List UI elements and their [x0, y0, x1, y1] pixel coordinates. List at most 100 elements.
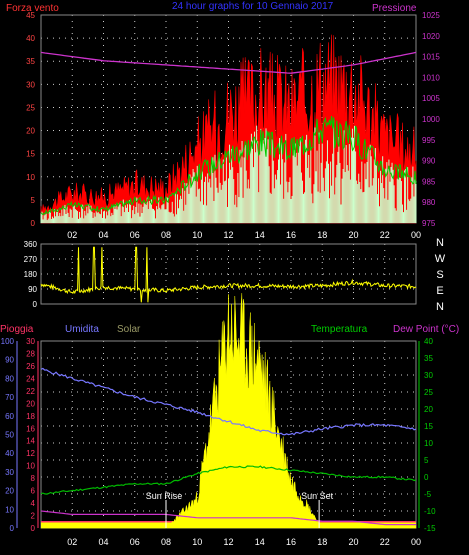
x-tick-label: 22 — [380, 537, 390, 547]
humidity-tick-label: 80 — [5, 374, 14, 383]
x-tick-label: 16 — [286, 230, 296, 240]
rain-tick-label: 16 — [26, 424, 35, 433]
rain-tick-label: 4 — [31, 499, 36, 508]
wind-tick-label: 45 — [26, 11, 35, 20]
x-tick-label: 20 — [348, 230, 358, 240]
pressure-tick-label: 1000 — [422, 115, 440, 124]
rain-tick-label: 22 — [26, 387, 35, 396]
rain-tick-label: 28 — [26, 349, 35, 358]
pressure-tick-label: 975 — [422, 219, 436, 228]
direction-compass-label: N — [436, 237, 444, 249]
x-tick-label: 04 — [98, 230, 108, 240]
temperature-tick-label: 15 — [424, 422, 433, 431]
humidity-tick-label: 40 — [5, 449, 14, 458]
pressure-tick-label: 1015 — [422, 53, 440, 62]
rain-tick-label: 0 — [31, 524, 36, 533]
temperature-tick-label: 20 — [424, 405, 433, 414]
x-tick-label: 14 — [255, 537, 265, 547]
x-tick-label: 04 — [98, 537, 108, 547]
rain-tick-label: 8 — [31, 474, 36, 483]
temperature-tick-label: 5 — [424, 456, 429, 465]
x-tick-label: 12 — [223, 230, 233, 240]
direction-compass-label: N — [436, 301, 444, 313]
x-tick-label: 14 — [255, 230, 265, 240]
x-tick-label: 10 — [192, 230, 202, 240]
sunset-label: Sun Set — [301, 491, 334, 501]
rain-tick-label: 24 — [26, 374, 35, 383]
humidity-axis-title: Umidita — [65, 324, 99, 335]
series-pressure — [40, 51, 417, 74]
wind-tick-label: 15 — [26, 150, 35, 159]
rain-tick-label: 10 — [26, 462, 35, 471]
direction-tick-label: 180 — [24, 270, 38, 279]
wind-tick-label: 40 — [26, 34, 35, 43]
x-tick-label: 10 — [192, 537, 202, 547]
series-dewpoint — [40, 510, 416, 526]
x-tick-label: 18 — [317, 230, 327, 240]
wind-tick-label: 35 — [26, 57, 35, 66]
temperature-tick-label: 30 — [424, 371, 433, 380]
rain-tick-label: 12 — [26, 449, 35, 458]
direction-tick-label: 0 — [33, 300, 38, 309]
temperature-tick-label: -5 — [424, 490, 432, 499]
temperature-axis-title: Temperatura — [311, 324, 368, 335]
temperature-tick-label: 10 — [424, 439, 433, 448]
humidity-tick-label: 0 — [10, 524, 15, 533]
series-solar — [41, 293, 416, 529]
rain-tick-label: 2 — [31, 512, 36, 521]
rain-tick-label: 18 — [26, 412, 35, 421]
rain-axis-title: Pioggia — [0, 324, 34, 335]
wind-tick-label: 10 — [26, 173, 35, 182]
pressure-tick-label: 1005 — [422, 94, 440, 103]
temperature-tick-label: 35 — [424, 354, 433, 363]
series-direction — [40, 246, 417, 303]
direction-tick-label: 90 — [28, 285, 37, 294]
direction-compass-label: S — [436, 269, 443, 281]
rain-tick-label: 14 — [26, 437, 35, 446]
humidity-tick-label: 30 — [5, 468, 14, 477]
temperature-tick-label: 25 — [424, 388, 433, 397]
humidity-tick-label: 10 — [5, 505, 14, 514]
pressure-tick-label: 995 — [422, 136, 436, 145]
x-tick-label: 18 — [317, 537, 327, 547]
series-humidity — [40, 367, 417, 436]
humidity-tick-label: 60 — [5, 412, 14, 421]
sunrise-label: Sun Rise — [146, 491, 183, 501]
x-tick-label: 12 — [223, 537, 233, 547]
humidity-tick-label: 90 — [5, 356, 14, 365]
temperature-tick-label: -15 — [424, 524, 436, 533]
pressure-tick-label: 1025 — [422, 11, 440, 20]
humidity-tick-label: 20 — [5, 487, 14, 496]
x-tick-label: 02 — [67, 230, 77, 240]
pressure-tick-label: 985 — [422, 177, 436, 186]
temperature-tick-label: 40 — [424, 337, 433, 346]
pressure-axis-title: Pressione — [372, 3, 417, 14]
pressure-tick-label: 990 — [422, 157, 436, 166]
x-tick-label: 00 — [411, 537, 421, 547]
wind-tick-label: 5 — [31, 196, 36, 205]
wind-axis-title: Forza vento — [6, 3, 59, 14]
rain-tick-label: 6 — [31, 487, 36, 496]
temperature-tick-label: -10 — [424, 507, 436, 516]
x-tick-label: 08 — [161, 537, 171, 547]
pressure-tick-label: 980 — [422, 198, 436, 207]
wind-tick-label: 0 — [31, 219, 36, 228]
temperature-tick-label: 0 — [424, 473, 429, 482]
x-tick-label: 08 — [161, 230, 171, 240]
x-tick-label: 16 — [286, 537, 296, 547]
humidity-temperature-panel: 0102030405060708090100024681012141618202… — [1, 293, 436, 547]
wind-tick-label: 20 — [26, 127, 35, 136]
chart-title: 24 hour graphs for 10 Gennaio 2017 — [172, 1, 334, 12]
series-avg — [40, 115, 417, 216]
humidity-tick-label: 50 — [5, 431, 14, 440]
dewpoint-axis-title: Dew Point (°C) — [393, 324, 459, 335]
rain-tick-label: 26 — [26, 362, 35, 371]
direction-compass-label: E — [436, 285, 443, 297]
pressure-tick-label: 1020 — [422, 32, 440, 41]
x-tick-label: 02 — [67, 537, 77, 547]
x-tick-label: 20 — [348, 537, 358, 547]
pressure-tick-label: 1010 — [422, 73, 440, 82]
wind-tick-label: 30 — [26, 80, 35, 89]
